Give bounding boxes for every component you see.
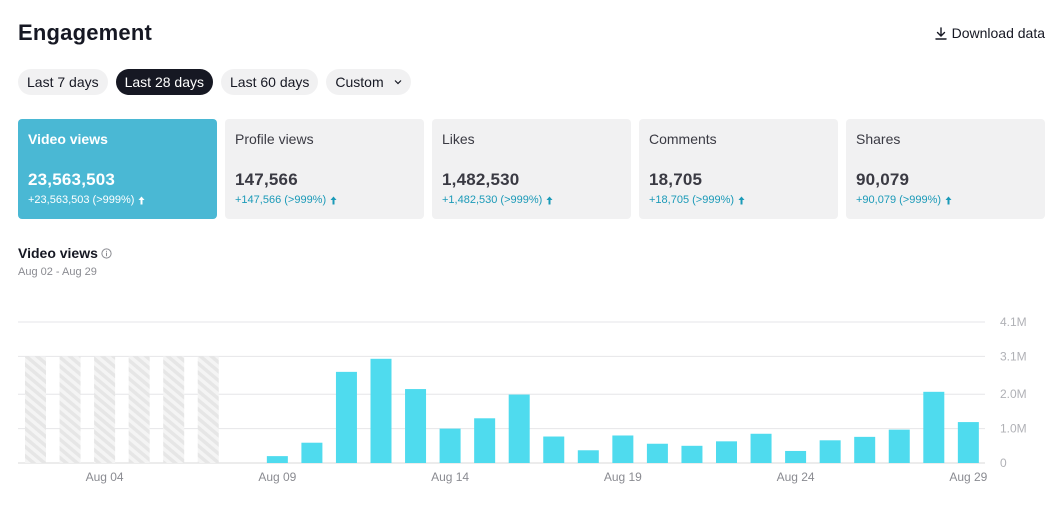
x-tick-label: Aug 19 xyxy=(604,470,642,484)
metric-delta-text: +147,566 (>999%) xyxy=(235,194,327,206)
bar[interactable] xyxy=(508,394,530,463)
metric-delta: +18,705 (>999%) xyxy=(649,194,745,206)
bar[interactable] xyxy=(888,429,910,463)
metric-delta-text: +18,705 (>999%) xyxy=(649,194,735,206)
bar[interactable] xyxy=(854,436,876,463)
bar[interactable] xyxy=(474,418,496,463)
metric-label: Profile views xyxy=(235,131,314,147)
bar[interactable] xyxy=(716,441,737,463)
bar[interactable] xyxy=(439,428,461,463)
bar[interactable] xyxy=(370,358,392,463)
chart-title: Video views xyxy=(18,245,98,261)
chart-date-range: Aug 02 - Aug 29 xyxy=(18,266,97,278)
date-range-tabs: Last 7 days Last 28 days Last 60 days Cu… xyxy=(18,69,411,95)
no-data-bar xyxy=(59,356,81,463)
metric-label: Video views xyxy=(28,131,108,147)
tab-label: Custom xyxy=(335,74,384,90)
download-data-label: Download data xyxy=(951,25,1045,41)
x-tick-label: Aug 24 xyxy=(777,470,815,484)
bar[interactable] xyxy=(750,433,772,463)
y-tick-label: 2.0M xyxy=(1000,387,1027,401)
download-data-button[interactable]: Download data xyxy=(934,25,1045,41)
tab-last-28-days[interactable]: Last 28 days xyxy=(115,69,213,95)
bar[interactable] xyxy=(819,440,841,463)
tab-last-7-days[interactable]: Last 7 days xyxy=(18,69,108,95)
metric-card-profile-views[interactable]: Profile views 147,566 +147,566 (>999%) xyxy=(225,119,424,219)
metric-delta-text: +1,482,530 (>999%) xyxy=(442,194,543,206)
metric-delta: +1,482,530 (>999%) xyxy=(442,194,553,206)
metric-value: 23,563,503 xyxy=(28,170,116,189)
metric-delta: +90,079 (>999%) xyxy=(856,194,952,206)
bar[interactable] xyxy=(612,435,634,463)
x-tick-label: Aug 04 xyxy=(86,470,124,484)
custom-range-dropdown[interactable]: Custom xyxy=(326,69,411,95)
x-tick-label: Aug 09 xyxy=(258,470,296,484)
metric-label: Shares xyxy=(856,131,901,147)
video-views-bar-chart: Aug 04 Aug 09 Aug 14 Aug 19 Aug 24 Aug 29 0 1.… xyxy=(18,315,1027,484)
tab-last-60-days[interactable]: Last 60 days xyxy=(221,69,319,95)
metric-card-video-views[interactable]: Video views 23,563,503 +23,563,503 (>999… xyxy=(18,119,217,219)
bar[interactable] xyxy=(923,391,945,463)
metric-card-comments[interactable]: Comments 18,705 +18,705 (>999%) xyxy=(639,119,838,219)
arrow-up-icon xyxy=(738,196,745,204)
bar[interactable] xyxy=(646,443,668,463)
no-data-bar xyxy=(25,356,46,463)
metric-label: Comments xyxy=(649,131,717,147)
metric-value: 147,566 xyxy=(235,170,298,189)
arrow-up-icon xyxy=(330,196,337,204)
info-icon[interactable] xyxy=(101,247,112,259)
metric-value: 1,482,530 xyxy=(442,170,520,189)
metric-delta-text: +90,079 (>999%) xyxy=(856,194,942,206)
x-tick-label: Aug 29 xyxy=(949,470,987,484)
arrow-up-icon xyxy=(945,196,952,204)
bar[interactable] xyxy=(681,445,703,463)
metric-value: 18,705 xyxy=(649,170,703,189)
metric-delta-text: +23,563,503 (>999%) xyxy=(28,194,135,206)
y-tick-label: 4.1M xyxy=(1000,315,1027,329)
arrow-up-icon xyxy=(138,196,145,204)
y-tick-label: 0 xyxy=(1000,456,1007,470)
bar[interactable] xyxy=(785,450,807,463)
chart-section-title: Video views xyxy=(18,245,112,261)
no-data-bar xyxy=(128,356,150,463)
bar[interactable] xyxy=(577,450,599,463)
bar[interactable] xyxy=(266,456,288,463)
download-icon xyxy=(934,26,947,40)
y-tick-label: 3.1M xyxy=(1000,349,1027,363)
metric-delta: +147,566 (>999%) xyxy=(235,194,337,206)
bar[interactable] xyxy=(543,436,565,463)
arrow-up-icon xyxy=(546,196,553,204)
bar[interactable] xyxy=(335,371,357,463)
page-title: Engagement xyxy=(18,20,153,45)
metric-card-likes[interactable]: Likes 1,482,530 +1,482,530 (>999%) xyxy=(432,119,631,219)
metric-delta: +23,563,503 (>999%) xyxy=(28,194,145,206)
bar[interactable] xyxy=(301,442,323,463)
metric-card-shares[interactable]: Shares 90,079 +90,079 (>999%) xyxy=(846,119,1045,219)
tab-label: Last 7 days xyxy=(27,74,99,90)
no-data-bar xyxy=(163,356,185,463)
metric-cards: Video views 23,563,503 +23,563,503 (>999… xyxy=(18,119,1045,219)
tab-label: Last 28 days xyxy=(124,74,204,90)
no-data-bar xyxy=(94,356,116,463)
chevron-down-icon xyxy=(394,80,402,85)
metric-label: Likes xyxy=(442,131,475,147)
y-tick-label: 1.0M xyxy=(1000,422,1027,436)
bar[interactable] xyxy=(405,389,427,463)
no-data-bar xyxy=(197,356,219,463)
metric-value: 90,079 xyxy=(856,170,910,189)
x-tick-label: Aug 14 xyxy=(431,470,469,484)
tab-label: Last 60 days xyxy=(230,74,310,90)
bar[interactable] xyxy=(957,422,979,463)
